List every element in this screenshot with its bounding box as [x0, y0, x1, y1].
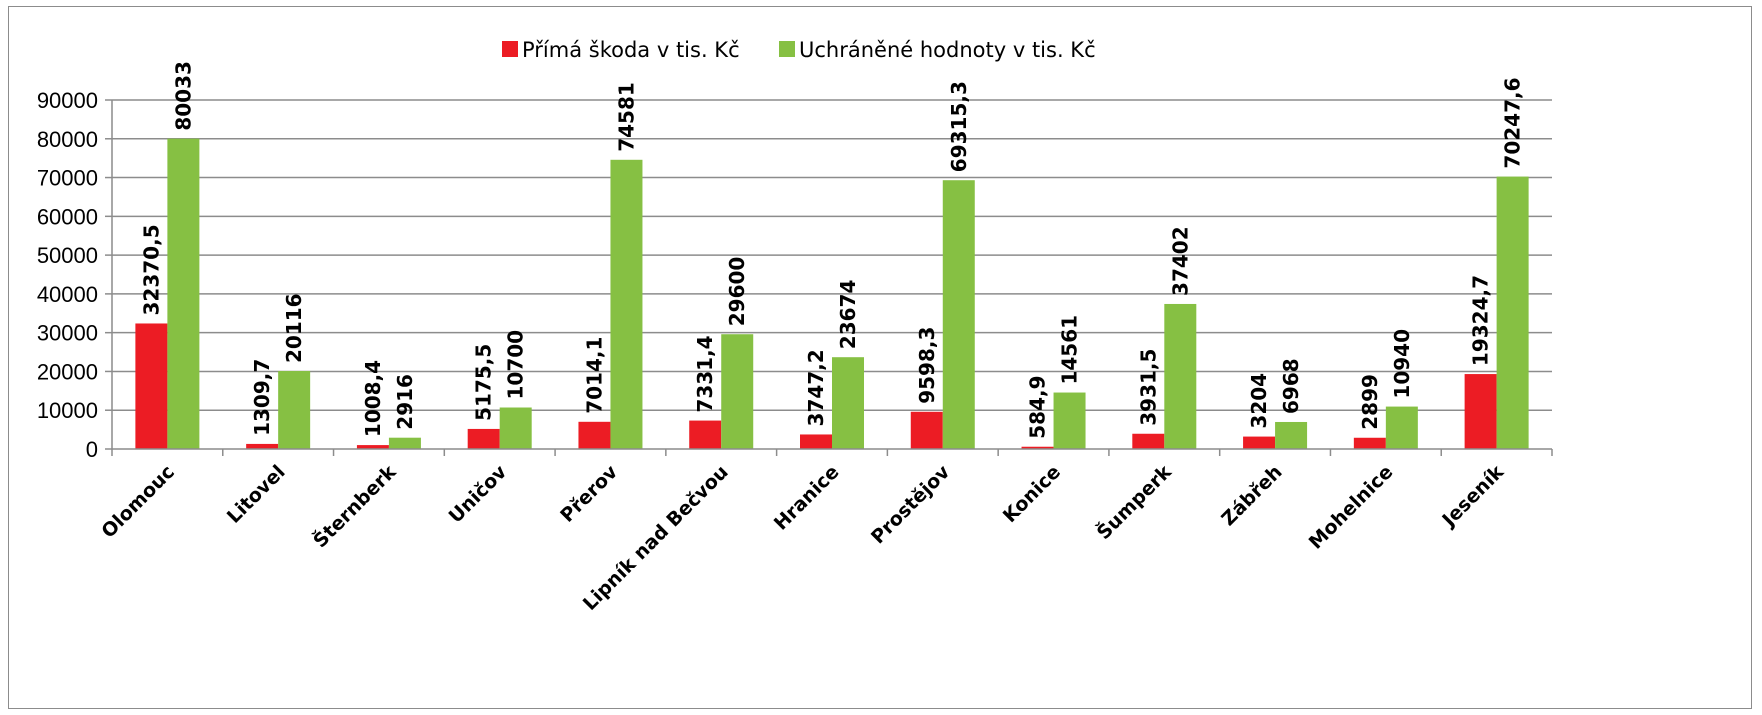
y-tick-label: 10000 [37, 398, 98, 423]
bar-uchranene-hodnoty [942, 180, 975, 449]
data-label: 32370,5 [139, 224, 163, 315]
x-category-label: Prostějov [867, 461, 955, 549]
y-tick-label: 40000 [37, 282, 98, 307]
data-label: 3747,2 [804, 349, 828, 426]
x-category-label: Hranice [770, 461, 844, 535]
bar-prima-skoda [467, 428, 500, 449]
bar-uchranene-hodnoty [721, 334, 754, 449]
x-category-label: Olomouc [97, 461, 179, 543]
y-tick-label: 50000 [37, 243, 98, 268]
y-tick-label: 80000 [37, 127, 98, 152]
bar-prima-skoda [135, 323, 168, 449]
bar-uchranene-hodnoty [610, 159, 643, 450]
bar-prima-skoda [1132, 433, 1165, 449]
bar-uchranene-hodnoty [1385, 406, 1418, 449]
x-category-label: Uničov [445, 461, 512, 528]
bar-prima-skoda [800, 434, 832, 449]
bar-prima-skoda [356, 445, 389, 449]
axes: 0 10000 20000 30000 40000 50000 60000 70000 8000… [37, 88, 1553, 615]
bar-uchranene-hodnoty [832, 357, 864, 449]
x-category-label: Přerov [556, 461, 622, 527]
x-category-label: Litovel [223, 461, 290, 528]
bar-prima-skoda [1243, 436, 1276, 449]
data-label: 7014,1 [582, 337, 606, 414]
data-label: 20116 [282, 293, 306, 363]
bar-prima-skoda [1464, 374, 1497, 449]
data-label: 80033 [171, 61, 195, 131]
bar-prima-skoda [1353, 437, 1386, 449]
legend-swatch-prima-skoda [502, 41, 518, 57]
y-tick-label: 70000 [37, 166, 98, 191]
legend: Přímá škoda v tis. Kč Uchráněné hodnoty v… [502, 38, 1096, 62]
bar-prima-skoda [246, 443, 279, 449]
data-label: 3204 [1247, 373, 1271, 429]
bar-prima-skoda [910, 411, 943, 449]
data-label: 23674 [836, 280, 860, 350]
data-label: 6968 [1279, 358, 1303, 414]
data-label: 9598,3 [915, 327, 939, 404]
x-category-label: Konice [999, 461, 1065, 527]
data-label: 10940 [1390, 329, 1414, 399]
y-tick-label: 60000 [37, 204, 98, 229]
bar-prima-skoda [578, 421, 611, 449]
x-category-label: Šternberk [308, 459, 401, 552]
x-category-label: Zábřeh [1217, 461, 1286, 530]
bar-uchranene-hodnoty [388, 437, 421, 449]
data-label: 74581 [614, 82, 638, 152]
bar-prima-skoda [689, 420, 722, 449]
bar-uchranene-hodnoty [1275, 421, 1308, 449]
bar-uchranene-hodnoty [1496, 176, 1529, 450]
bar-uchranene-hodnoty [1053, 392, 1086, 449]
gridlines [112, 99, 1552, 411]
y-tick-label: 90000 [37, 88, 98, 113]
y-tick-label: 0 [86, 437, 98, 462]
data-label: 19324,7 [1469, 275, 1493, 366]
bar-prima-skoda [1021, 446, 1054, 449]
bar-uchranene-hodnoty [1164, 303, 1197, 449]
data-label: 2916 [393, 374, 417, 430]
legend-label-uchranene-hodnoty: Uchráněné hodnoty v tis. Kč [799, 38, 1096, 62]
x-category-label: Mohelnice [1305, 461, 1398, 554]
legend-swatch-uchranene-hodnoty [779, 41, 795, 57]
data-label: 3931,5 [1136, 349, 1160, 426]
data-label: 584,9 [1026, 375, 1050, 438]
data-label: 2899 [1358, 374, 1382, 430]
chart-frame: 0 10000 20000 30000 40000 50000 60000 70000 8000… [8, 6, 1752, 709]
data-label: 37402 [1168, 226, 1192, 296]
bar-chart: 0 10000 20000 30000 40000 50000 60000 70000 8000… [37, 38, 1553, 615]
data-label: 69315,3 [947, 81, 971, 172]
bar-uchranene-hodnoty [499, 407, 532, 449]
data-labels: 32370,5 80033 1309,7 20116 1008,4 2916 5175,5 1… [139, 61, 1524, 439]
x-category-label: Šumperk [1091, 459, 1176, 544]
y-tick-label: 30000 [37, 321, 98, 346]
data-label: 1309,7 [250, 359, 274, 436]
data-label: 10700 [504, 330, 528, 400]
data-label: 5175,5 [472, 344, 496, 421]
data-label: 29600 [725, 257, 749, 327]
bar-uchranene-hodnoty [278, 370, 311, 449]
data-label: 1008,4 [361, 360, 385, 437]
bars [135, 138, 1529, 450]
data-label: 7331,4 [693, 335, 717, 412]
data-label: 70247,6 [1501, 78, 1525, 169]
y-tick-label: 20000 [37, 359, 98, 384]
data-label: 14561 [1058, 315, 1082, 385]
x-category-label: Jeseník [1437, 461, 1509, 533]
bar-uchranene-hodnoty [167, 138, 200, 449]
legend-label-prima-skoda: Přímá škoda v tis. Kč [522, 38, 740, 62]
